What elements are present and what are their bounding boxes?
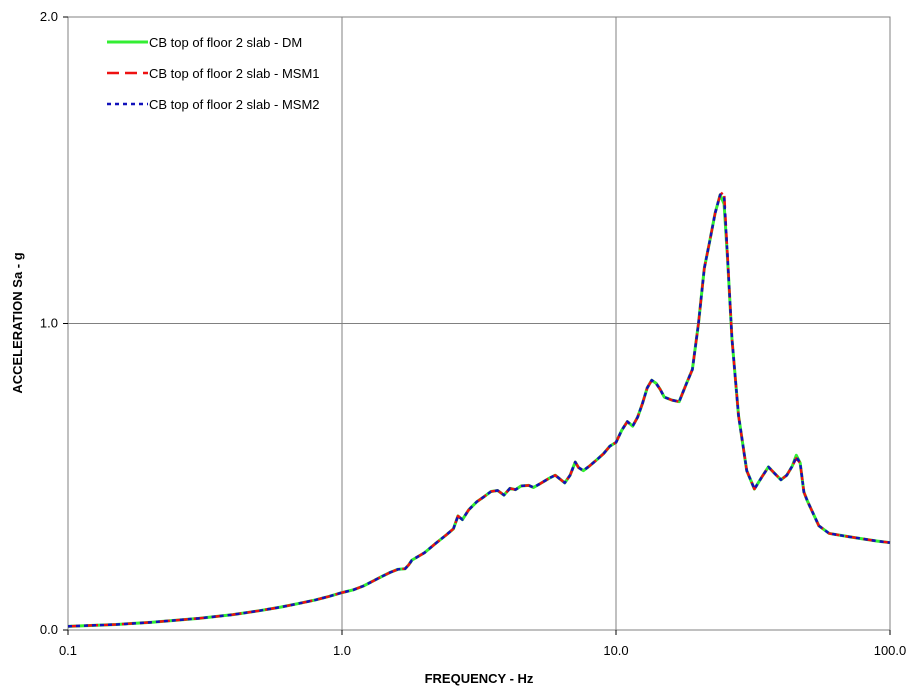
x-tick-label: 1.0 [333, 643, 351, 658]
y-tick-label: 1.0 [40, 316, 58, 331]
legend-label-1: CB top of floor 2 slab - DM [149, 35, 302, 50]
y-tick-label: 0.0 [40, 622, 58, 637]
x-tick-label: 0.1 [59, 643, 77, 658]
tick-labels: 0.1 1.0 10.0 100.0 0.0 1.0 2.0 [40, 9, 906, 658]
series-line-3 [67, 193, 891, 628]
y-axis-title: ACCELERATION Sa - g [10, 252, 25, 393]
x-tick-label: 10.0 [603, 643, 628, 658]
legend: CB top of floor 2 slab - DM CB top of flo… [107, 35, 320, 112]
x-tick-label: 100.0 [874, 643, 907, 658]
legend-label-3: CB top of floor 2 slab - MSM2 [149, 97, 320, 112]
x-axis-title: FREQUENCY - Hz [425, 671, 534, 686]
y-tick-label: 2.0 [40, 9, 58, 24]
series-layer [67, 190, 891, 628]
grid-lines [68, 17, 890, 630]
legend-label-2: CB top of floor 2 slab - MSM1 [149, 66, 320, 81]
